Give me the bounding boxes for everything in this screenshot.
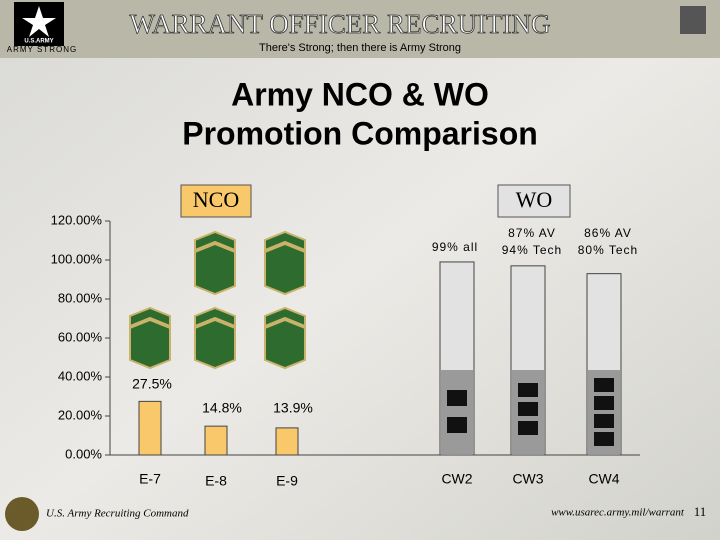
page-number: 11 (694, 504, 707, 519)
y-tick-label: 120.00% (51, 212, 103, 227)
x-tick-label: E-7 (139, 471, 161, 487)
bar (275, 427, 299, 456)
bar-insignia (594, 378, 614, 392)
annotation: 80% Tech (578, 243, 638, 257)
bar-insignia (594, 396, 614, 410)
group-box (180, 184, 252, 218)
chart-title: Promotion Comparison (182, 115, 538, 151)
x-tick-label: E-9 (276, 473, 298, 489)
group-label: WO (516, 187, 553, 212)
logo-text: U.S.ARMY (24, 39, 53, 45)
bar-insignia (518, 383, 538, 397)
y-tick-label: 0.00% (65, 446, 102, 461)
x-tick-label: E-8 (205, 473, 227, 489)
bar-lower (441, 370, 473, 454)
header-title: WARRANT OFFICER RECRUITING (129, 9, 550, 39)
x-tick-label: CW3 (512, 471, 543, 487)
x-tick-label: CW2 (441, 471, 472, 487)
bar-insignia (594, 414, 614, 428)
annotation: 99% all (432, 240, 478, 254)
bar-insignia (447, 390, 467, 406)
y-tick-label: 60.00% (58, 329, 103, 344)
group-label: NCO (193, 187, 239, 212)
bar-insignia (518, 402, 538, 416)
chevron (194, 230, 236, 296)
bar-insignia (518, 421, 538, 435)
chevron (264, 306, 306, 370)
y-tick-label: 40.00% (58, 368, 103, 383)
y-tick-label: 100.00% (51, 251, 103, 266)
annotation: 86% AV (584, 226, 632, 240)
wo-insignia (441, 370, 620, 454)
insignia (129, 230, 306, 370)
data-label: 14.8% (202, 400, 242, 416)
x-tick-label: CW4 (588, 471, 619, 487)
logo-star (22, 6, 56, 37)
plot: 0.00% 20.00% 40.00% 60.00% 80.00% 100.00% 120.… (51, 212, 640, 489)
group-box (497, 184, 571, 218)
y-tick-label: 80.00% (58, 290, 103, 305)
data-label: 27.5% (132, 376, 172, 392)
chevron (264, 230, 306, 296)
chevron (194, 306, 236, 370)
bar (138, 400, 162, 456)
annotation: 87% AV (508, 226, 556, 240)
header-band (0, 0, 720, 58)
corner-icon (680, 6, 706, 34)
chart-title: Army NCO & WO (231, 76, 489, 112)
bar-insignia (447, 417, 467, 433)
footer-left: U.S. Army Recruiting Command (46, 508, 189, 520)
annotation: 94% Tech (502, 243, 562, 257)
bar (204, 425, 228, 456)
chevron (129, 306, 171, 370)
bar-insignia (594, 432, 614, 446)
footer-url: www.usarec.army.mil/warrant (551, 507, 685, 519)
y-tick-label: 20.00% (58, 407, 103, 422)
data-label: 13.9% (273, 400, 313, 416)
usarec-seal (5, 497, 39, 531)
tagline: ARMY STRONG (7, 45, 77, 54)
header-subtitle: There's Strong; then there is Army Stron… (259, 42, 461, 54)
